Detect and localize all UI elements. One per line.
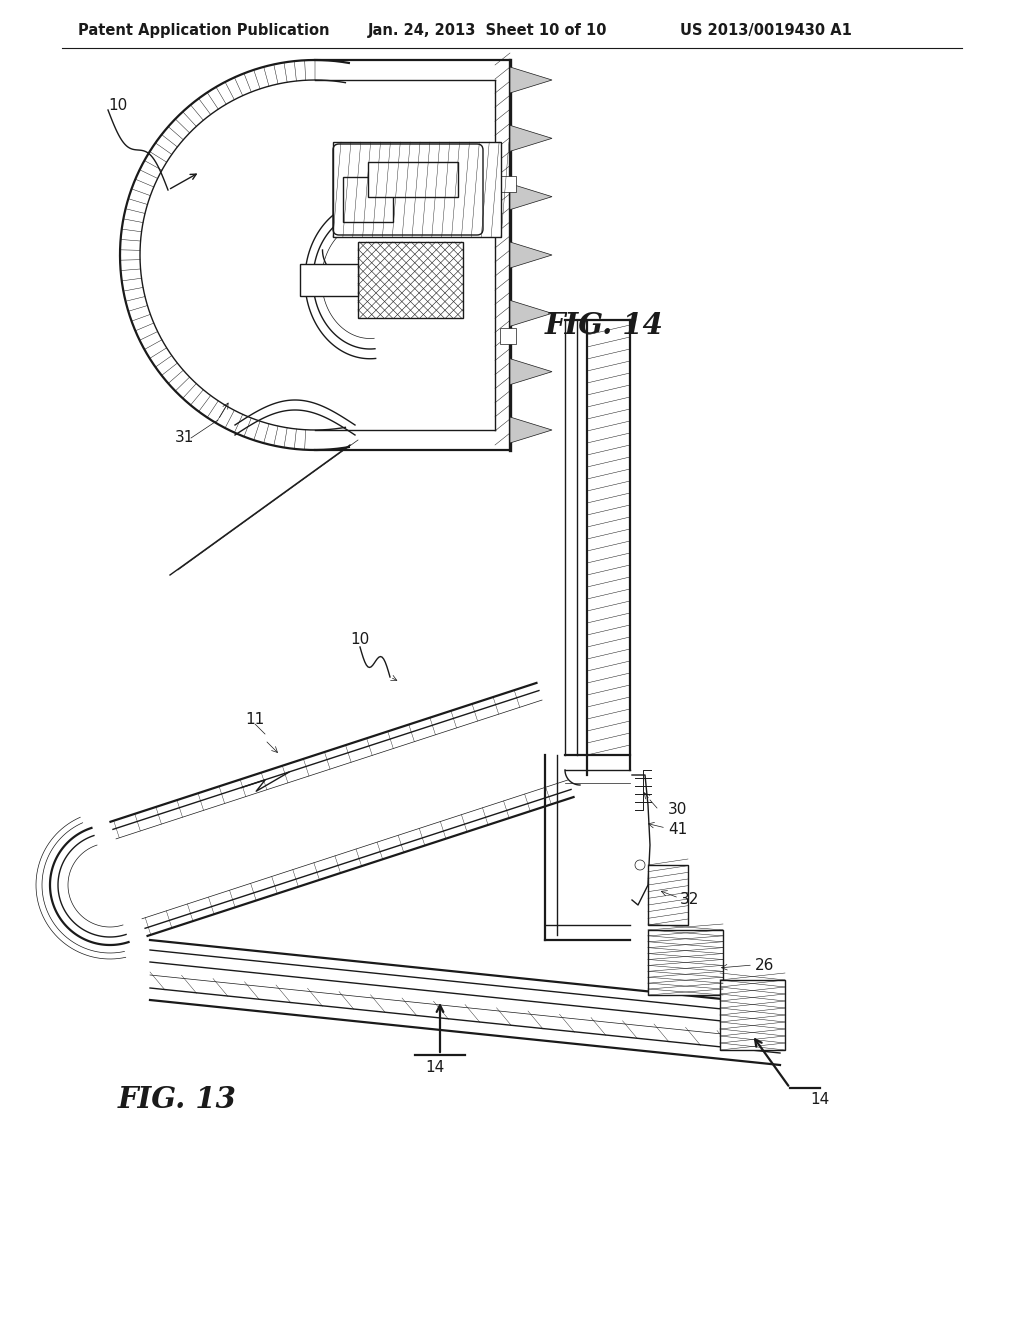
Text: 10: 10 [108, 98, 127, 112]
Text: 26: 26 [755, 957, 774, 973]
Text: 11: 11 [245, 713, 264, 727]
Polygon shape [510, 183, 552, 210]
Text: 14: 14 [810, 1093, 829, 1107]
Polygon shape [510, 417, 552, 444]
Text: 10: 10 [350, 632, 370, 648]
Bar [720, 979, 785, 1049]
Text: US 2013/0019430 A1: US 2013/0019430 A1 [680, 22, 852, 38]
Text: 30: 30 [668, 803, 687, 817]
Polygon shape [510, 242, 552, 268]
Polygon shape [510, 359, 552, 384]
Polygon shape [510, 301, 552, 326]
Bar [300, 264, 358, 296]
Text: Patent Application Publication: Patent Application Publication [78, 22, 330, 38]
Bar [358, 242, 463, 318]
Text: FIG. 14: FIG. 14 [545, 310, 664, 339]
Bar [500, 176, 516, 191]
Bar [343, 177, 393, 222]
Text: 41: 41 [668, 822, 687, 837]
Bar [333, 143, 501, 238]
Polygon shape [510, 125, 552, 152]
Text: 32: 32 [680, 892, 699, 908]
Bar [648, 865, 688, 925]
Text: 31: 31 [175, 430, 195, 446]
Text: Jan. 24, 2013  Sheet 10 of 10: Jan. 24, 2013 Sheet 10 of 10 [368, 22, 607, 38]
Polygon shape [510, 67, 552, 92]
Bar [648, 931, 723, 995]
Text: FIG. 13: FIG. 13 [118, 1085, 237, 1114]
Text: 14: 14 [425, 1060, 444, 1076]
Bar [500, 327, 516, 345]
Bar [368, 162, 458, 197]
